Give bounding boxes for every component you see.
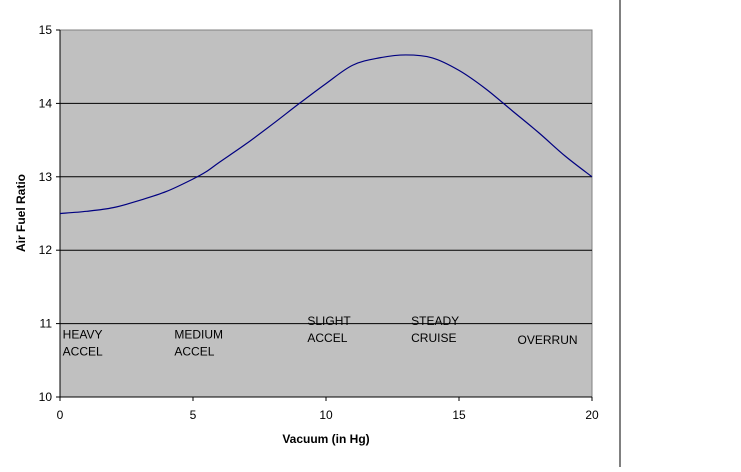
annotation-label: STEADY CRUISE bbox=[411, 314, 459, 345]
y-axis-label: Air Fuel Ratio bbox=[14, 174, 28, 252]
annotations: HEAVY ACCEL MEDIUM ACCEL SLIGHT ACCEL STEADY CR… bbox=[63, 314, 578, 358]
y-tick-label: 15 bbox=[39, 23, 53, 37]
axes: 10 11 12 13 14 15 0 5 10 15 20 bbox=[39, 23, 599, 422]
annotation-label: OVERRUN bbox=[518, 333, 578, 347]
annotation-line: CRUISE bbox=[411, 331, 456, 345]
x-tick-label: 20 bbox=[585, 408, 599, 422]
x-tick-label: 5 bbox=[190, 408, 197, 422]
annotation-line: MEDIUM bbox=[174, 327, 223, 341]
annotation-line: HEAVY bbox=[63, 327, 103, 341]
annotation-line: ACCEL bbox=[63, 344, 103, 358]
annotation-line: OVERRUN bbox=[518, 333, 578, 347]
annotation-line: ACCEL bbox=[174, 344, 214, 358]
plot-area bbox=[59, 29, 593, 398]
y-tick-label: 14 bbox=[39, 96, 53, 110]
series-line bbox=[59, 54, 593, 215]
y-tick-label: 10 bbox=[39, 390, 53, 404]
x-tick-label: 0 bbox=[57, 408, 64, 422]
annotation-label: HEAVY ACCEL bbox=[63, 327, 103, 358]
y-tick-label: 13 bbox=[39, 170, 53, 184]
annotation-label: MEDIUM ACCEL bbox=[174, 327, 223, 358]
annotation-line: SLIGHT bbox=[307, 314, 351, 328]
y-tick-label: 11 bbox=[40, 317, 53, 331]
series-layer bbox=[59, 54, 593, 215]
x-tick-label: 10 bbox=[319, 408, 333, 422]
x-tick-label: 15 bbox=[452, 408, 466, 422]
y-tick-label: 12 bbox=[39, 243, 53, 257]
annotation-line: ACCEL bbox=[307, 331, 347, 345]
x-axis-label: Vacuum (in Hg) bbox=[282, 432, 369, 446]
annotation-line: STEADY bbox=[411, 314, 459, 328]
annotation-label: SLIGHT ACCEL bbox=[307, 314, 351, 345]
